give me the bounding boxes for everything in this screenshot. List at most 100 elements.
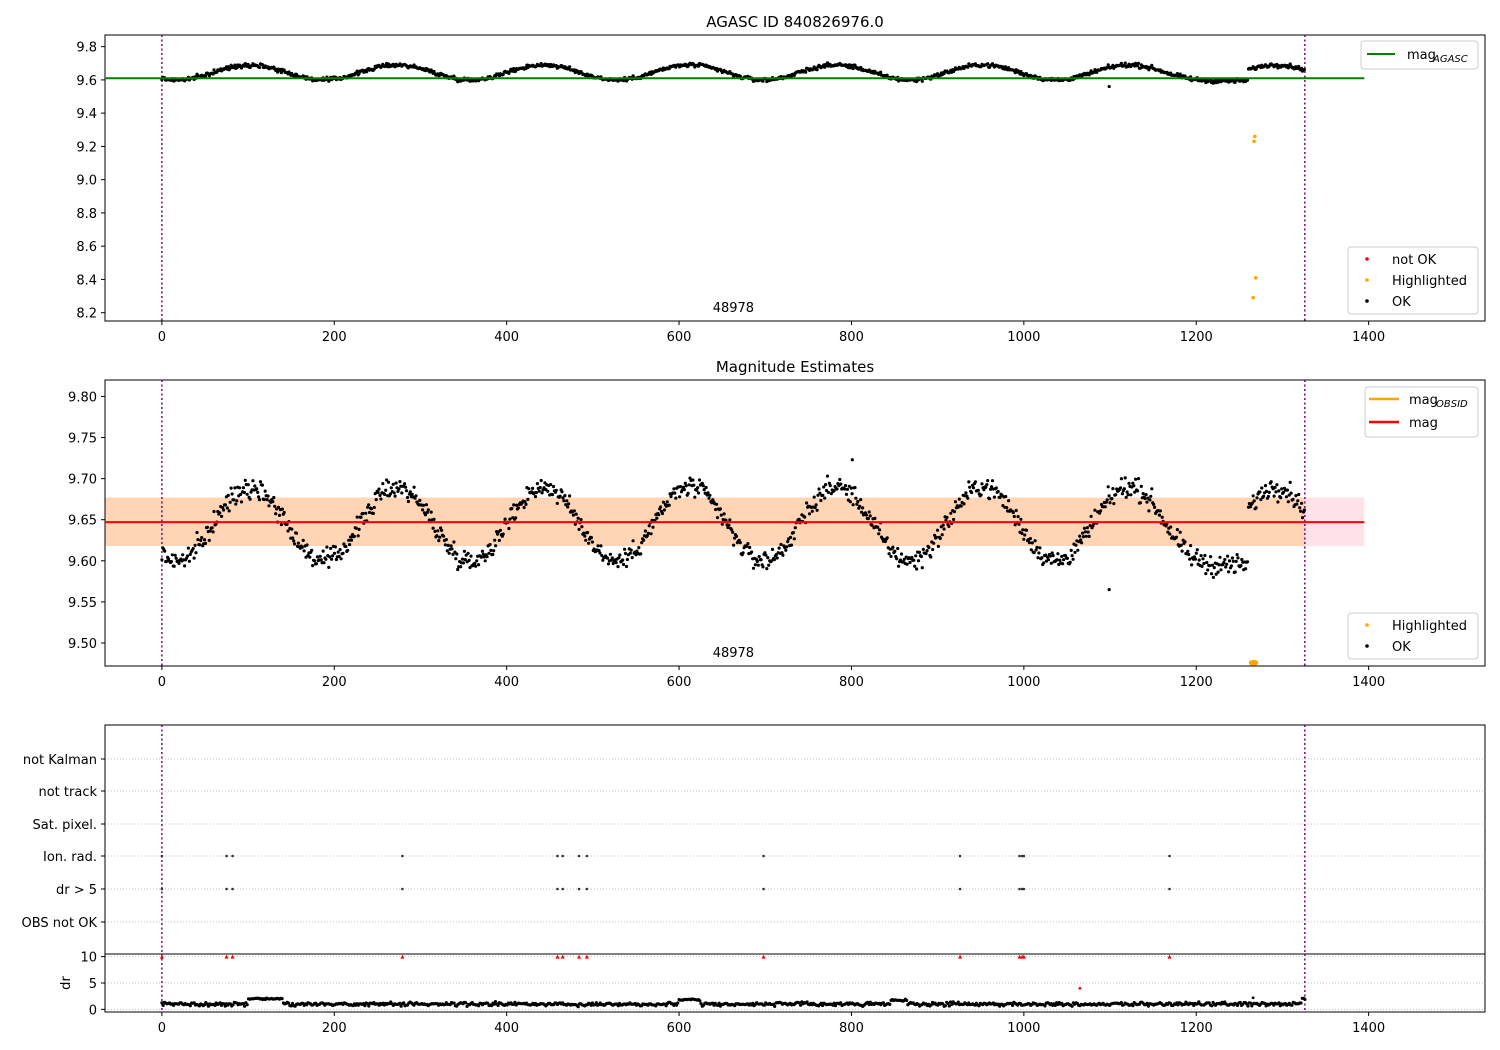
ok-point xyxy=(789,543,794,547)
ok-point xyxy=(688,476,692,480)
ok-point xyxy=(331,554,335,558)
ok-point xyxy=(181,553,185,557)
dr-clipped-marker xyxy=(224,954,229,959)
ok-point xyxy=(1217,563,1221,567)
ok-point xyxy=(759,558,763,562)
flag-point xyxy=(577,854,581,858)
ok-point xyxy=(1282,490,1286,494)
ok-point xyxy=(493,538,497,542)
ok-point xyxy=(1288,480,1292,484)
ok-point xyxy=(1143,496,1147,501)
ok-point xyxy=(741,551,745,555)
ok-point xyxy=(1175,72,1179,76)
ok-point xyxy=(813,505,817,510)
ok-point xyxy=(714,507,718,512)
ok-point xyxy=(527,487,531,491)
ok-point xyxy=(970,490,974,495)
x-tick-label: 0 xyxy=(158,330,166,345)
ok-point xyxy=(818,491,822,495)
ok-point xyxy=(1081,531,1085,535)
ok-point xyxy=(1145,500,1149,504)
ok-point xyxy=(234,502,238,506)
dr-point xyxy=(762,1003,767,1007)
ok-point xyxy=(696,486,700,490)
highlighted-point xyxy=(1251,295,1255,300)
ok-point xyxy=(876,525,880,529)
ok-point xyxy=(647,524,651,528)
ok-point xyxy=(1230,556,1234,560)
x-tick-label: 600 xyxy=(667,1021,692,1036)
flag-point xyxy=(958,854,962,858)
ok-point xyxy=(516,506,521,510)
ok-point xyxy=(1201,557,1205,561)
ok-point xyxy=(1216,570,1220,574)
ok-point xyxy=(378,493,382,497)
ok-point xyxy=(1091,524,1095,528)
ok-point xyxy=(1212,566,1216,570)
ok-point xyxy=(273,504,277,508)
ok-point xyxy=(397,487,401,491)
ok-point xyxy=(561,496,565,500)
ok-point xyxy=(1183,74,1187,78)
ok-point xyxy=(257,65,262,70)
ok-point xyxy=(1044,553,1048,557)
ok-point xyxy=(324,557,328,561)
ok-point xyxy=(1134,477,1138,481)
ok-point xyxy=(967,480,971,484)
ok-point xyxy=(245,492,249,496)
ok-point xyxy=(274,512,278,516)
ok-point xyxy=(879,70,883,74)
ok-point xyxy=(230,492,234,496)
ok-point xyxy=(235,499,239,503)
ok-point xyxy=(1012,514,1016,519)
ok-point xyxy=(700,481,704,485)
ok-point xyxy=(319,558,323,562)
dr-clipped-marker xyxy=(555,954,560,959)
dr-point xyxy=(513,1000,517,1005)
obsid-label: 48978 xyxy=(713,301,754,316)
ok-point xyxy=(580,525,584,529)
ok-point xyxy=(592,547,596,551)
ok-point xyxy=(383,492,387,497)
ok-point xyxy=(241,486,245,490)
ok-point xyxy=(393,494,397,498)
ok-point xyxy=(1299,509,1303,513)
ok-point xyxy=(724,518,728,522)
ok-point xyxy=(692,483,696,487)
dr-point xyxy=(943,1004,948,1008)
ok-point xyxy=(445,549,449,553)
dr-point xyxy=(1145,1001,1149,1006)
ok-point xyxy=(579,518,583,522)
ok-point xyxy=(766,556,770,560)
dr-point xyxy=(218,1001,222,1005)
ok-point xyxy=(614,561,618,565)
ok-point xyxy=(637,546,641,550)
ok-point xyxy=(761,79,765,83)
dr-point xyxy=(402,1001,406,1005)
ok-point xyxy=(1279,496,1283,500)
ok-point xyxy=(421,508,425,512)
flag-point xyxy=(762,887,765,891)
ok-point xyxy=(932,541,936,545)
ok-point xyxy=(539,478,543,483)
ok-point xyxy=(1160,515,1164,519)
ok-point xyxy=(246,483,250,487)
ok-point xyxy=(1227,559,1232,563)
ok-point xyxy=(1099,509,1103,513)
dr-point xyxy=(245,1003,249,1007)
ok-point xyxy=(856,499,860,504)
ok-point xyxy=(1088,524,1092,528)
ok-point xyxy=(683,481,687,485)
ok-point xyxy=(973,480,978,484)
ok-point xyxy=(276,505,281,509)
ok-point xyxy=(868,514,872,518)
ok-point xyxy=(1111,487,1115,491)
ok-point xyxy=(514,516,518,520)
dr-point xyxy=(243,1004,247,1008)
ok-point xyxy=(257,495,261,499)
ok-point xyxy=(1274,490,1278,494)
ok-point xyxy=(976,488,980,492)
ok-point xyxy=(379,497,383,501)
ok-point xyxy=(765,567,769,571)
ok-point xyxy=(610,556,614,560)
